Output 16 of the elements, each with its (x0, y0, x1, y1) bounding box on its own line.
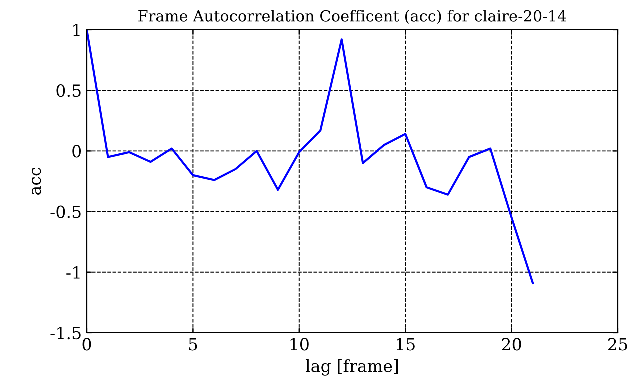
x-tick-label: 0 (82, 338, 92, 351)
y-tick-label: 0.5 (56, 84, 81, 98)
y-tick-label: 1 (74, 24, 80, 36)
line-series (87, 30, 534, 284)
chart-title: Frame Autocorrelation Coefficent (acc) for claire-20-14 (138, 10, 566, 24)
y-tick-label: -0.5 (50, 206, 81, 218)
x-tick-label: 10 (290, 338, 309, 351)
y-tick-label: 0 (72, 145, 82, 158)
y-tick-label: -1.5 (50, 326, 81, 340)
y-axis-title: acc (32, 168, 42, 195)
y-tick-label: -1 (66, 266, 80, 279)
x-axis-title: lag [frame] (306, 360, 398, 376)
x-tick-label: 25 (608, 338, 628, 351)
x-tick-label: 5 (189, 338, 198, 351)
x-tick-label: 20 (502, 338, 522, 351)
x-tick-label: 15 (397, 338, 415, 351)
